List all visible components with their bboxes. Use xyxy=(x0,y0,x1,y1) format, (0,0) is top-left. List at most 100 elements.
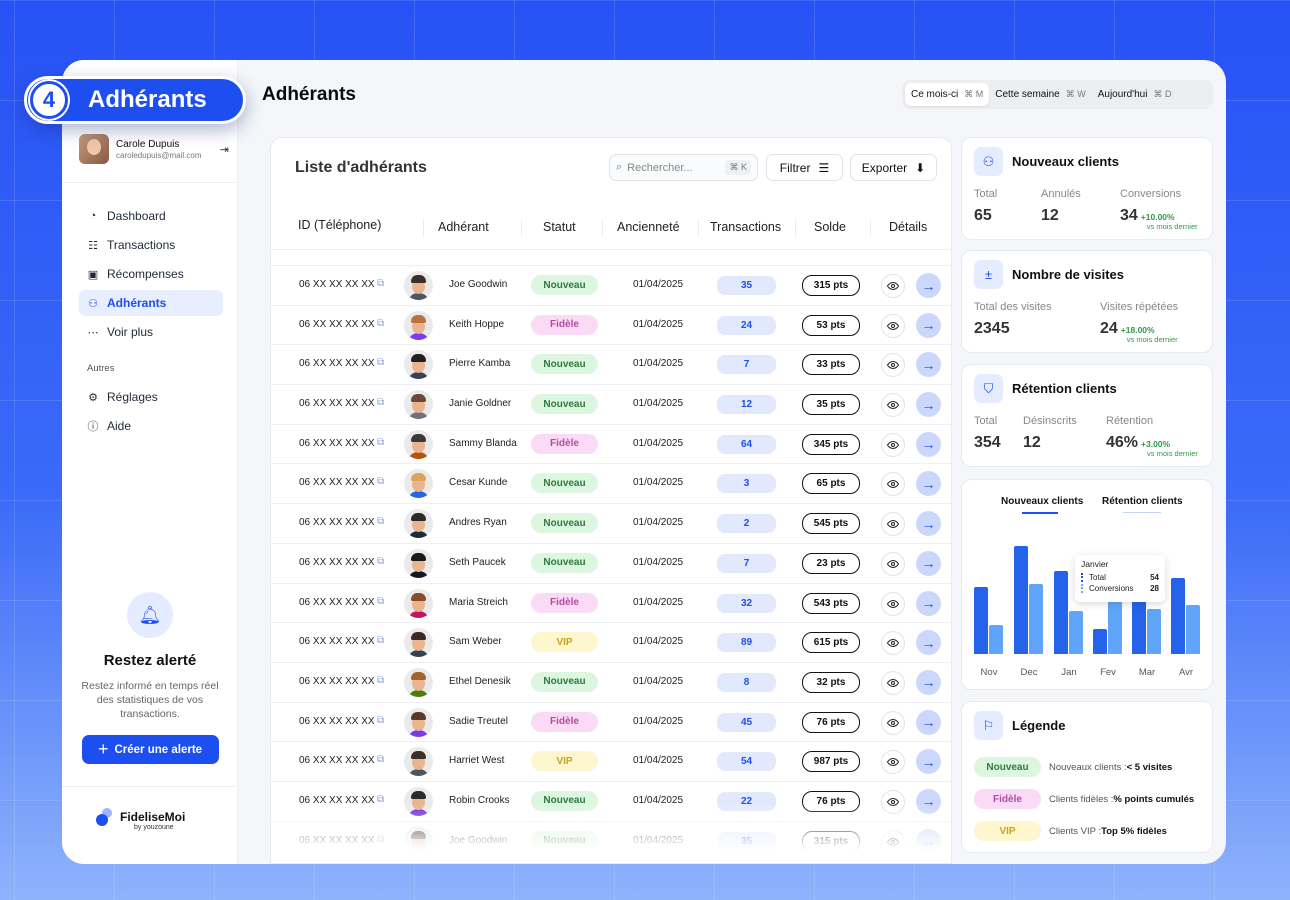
copy-icon[interactable]: ⧉ xyxy=(377,714,385,726)
table-row[interactable]: 06 XX XX XX XX ⧉ Ethel Denesik Nouveau 01/04… xyxy=(271,661,951,702)
view-eye-icon[interactable] xyxy=(881,432,905,457)
view-eye-icon[interactable] xyxy=(881,353,905,378)
copy-icon[interactable]: ⧉ xyxy=(377,674,385,686)
copy-icon[interactable]: ⧉ xyxy=(377,278,385,289)
arrow-right-icon[interactable]: → xyxy=(916,471,941,497)
sidebar-item-voir-plus[interactable]: ⋯ Voir plus xyxy=(79,319,223,345)
column-header[interactable]: Ancienneté xyxy=(617,220,680,234)
stat-delta: +10.00% vs mois dernier xyxy=(1141,213,1198,232)
sidebar-item-aide[interactable]: ⓘ Aide xyxy=(79,413,223,439)
view-eye-icon[interactable] xyxy=(881,631,905,656)
chart-bar[interactable] xyxy=(974,586,988,654)
arrow-right-icon[interactable]: → xyxy=(916,550,941,576)
view-eye-icon[interactable] xyxy=(881,750,905,775)
column-header[interactable]: ID (Téléphone) xyxy=(298,218,382,232)
x-tick-label: Nov xyxy=(980,667,998,678)
view-eye-icon[interactable] xyxy=(881,313,905,338)
table-row[interactable]: 06 XX XX XX XX ⧉ Sammy Blanda Fidèle 01/04/2… xyxy=(271,423,951,464)
range-today[interactable]: Aujourd'hui ⌘ D xyxy=(1092,83,1178,106)
table-row[interactable]: 06 XX XX XX XX ⧉ Maria Streich Fidèle 01/04/… xyxy=(271,582,951,623)
view-eye-icon[interactable] xyxy=(881,512,905,537)
logout-icon[interactable]: ⇥ xyxy=(219,143,229,156)
view-eye-icon[interactable] xyxy=(881,591,905,616)
create-alert-button[interactable]: + Créer une alerte xyxy=(81,735,219,764)
tab-retention-clients[interactable]: Rétention clients xyxy=(1102,496,1183,507)
user-profile[interactable]: Carole Dupuis caroledupuis@mail.com ⇥ xyxy=(79,134,229,164)
table-row[interactable]: 06 XX XX XX XX ⧉ Sadie Treutel Fidèle 01/04/… xyxy=(271,701,951,742)
view-eye-icon[interactable] xyxy=(881,670,905,695)
sidebar-item-reglages[interactable]: ⚙ Réglages xyxy=(79,384,223,410)
chart-bar[interactable] xyxy=(1108,596,1122,654)
column-header[interactable]: Solde xyxy=(814,220,846,234)
arrow-right-icon[interactable]: → xyxy=(916,273,941,298)
arrow-right-icon[interactable]: → xyxy=(916,352,941,378)
column-header[interactable]: Statut xyxy=(543,220,576,234)
column-header[interactable]: Transactions xyxy=(710,220,782,234)
view-eye-icon[interactable] xyxy=(881,393,905,418)
arrow-right-icon[interactable]: → xyxy=(916,431,941,457)
view-eye-icon[interactable] xyxy=(881,274,905,298)
column-header[interactable]: Adhérant xyxy=(438,220,489,234)
copy-icon[interactable]: ⧉ xyxy=(377,397,385,409)
chart-bar[interactable] xyxy=(989,625,1003,654)
chart-bar[interactable] xyxy=(1054,570,1068,654)
search-input[interactable]: ⌕ Rechercher... ⌘ K xyxy=(609,154,758,181)
copy-icon[interactable]: ⧉ xyxy=(377,793,385,805)
copy-icon[interactable]: ⧉ xyxy=(377,595,385,607)
stat-unsubscribed: Désinscrits 12 xyxy=(1023,415,1077,452)
tooltip-value: 28 xyxy=(1150,584,1159,593)
table-row[interactable]: 06 XX XX XX XX ⧉ Sam Weber VIP 01/04/2025 89 6… xyxy=(271,622,951,662)
copy-icon[interactable]: ⧉ xyxy=(377,635,385,647)
sidebar-item-transactions[interactable]: ☷ Transactions xyxy=(79,232,223,258)
chart-bar[interactable] xyxy=(1147,609,1161,654)
sidebar-item-adherants[interactable]: ⚇ Adhérants xyxy=(79,290,223,316)
balance-pill: 65 pts xyxy=(802,473,860,495)
arrow-right-icon[interactable]: → xyxy=(916,749,941,775)
range-this-month[interactable]: Ce mois-ci ⌘ M xyxy=(905,83,990,106)
table-row[interactable]: 06 XX XX XX XX ⧉ Keith Hoppe Fidèle 01/04/20… xyxy=(271,304,951,345)
view-eye-icon[interactable] xyxy=(881,472,905,497)
arrow-right-icon[interactable]: → xyxy=(916,392,941,418)
copy-icon[interactable]: ⧉ xyxy=(377,476,385,488)
chart-bar[interactable] xyxy=(1093,628,1107,654)
copy-icon[interactable]: ⧉ xyxy=(377,754,385,766)
table-row[interactable]: 06 XX XX XX XX ⧉ Cesar Kunde Nouveau 01/04/2… xyxy=(271,463,951,504)
arrow-right-icon[interactable]: → xyxy=(916,312,941,338)
chart-bar[interactable] xyxy=(1014,546,1028,654)
arrow-right-icon[interactable]: → xyxy=(916,511,941,537)
sidebar-item-dashboard[interactable]: ◔ Dashboard xyxy=(79,203,223,229)
column-header[interactable]: Détails xyxy=(889,220,928,234)
stat-value: 354 xyxy=(974,434,1001,451)
table-row[interactable]: 06 XX XX XX XX ⧉ Andres Ryan Nouveau 01/04/2… xyxy=(271,503,951,543)
copy-icon[interactable]: ⧉ xyxy=(377,317,385,329)
arrow-right-icon[interactable]: → xyxy=(916,669,941,695)
arrow-right-icon[interactable]: → xyxy=(916,630,941,656)
table-row[interactable]: 06 XX XX XX XX ⧉ Seth Paucek Nouveau 01/04/2… xyxy=(271,542,951,583)
table-row[interactable]: 06 XX XX XX XX ⧉ Pierre Kamba Nouveau 01/04/… xyxy=(271,344,951,385)
tab-nouveaux-clients[interactable]: Nouveaux clients xyxy=(1001,496,1084,507)
range-this-week[interactable]: Cette semaine ⌘ W xyxy=(989,83,1091,106)
table-row[interactable]: 06 XX XX XX XX⧉ Joe Goodwin Nouveau 01/04/2… xyxy=(271,265,951,305)
arrow-right-icon[interactable]: → xyxy=(916,709,941,735)
stat-value: 24 xyxy=(1100,320,1118,337)
copy-icon[interactable]: ⧉ xyxy=(377,436,385,448)
view-eye-icon[interactable] xyxy=(881,710,905,735)
arrow-right-icon[interactable]: → xyxy=(916,590,941,616)
table-row[interactable]: 06 XX XX XX XX ⧉ Janie Goldner Nouveau 01/04… xyxy=(271,384,951,424)
filter-button[interactable]: Filtrer ☰ xyxy=(766,154,843,181)
table-row[interactable]: 06 XX XX XX XX ⧉ Harriet West VIP 01/04/2025… xyxy=(271,741,951,781)
sidebar-item-recompenses[interactable]: ▣ Récompenses xyxy=(79,261,223,287)
chart-bar[interactable] xyxy=(1069,611,1083,654)
brand-name: FideliseMoi xyxy=(120,810,186,824)
legend-text: Clients fidèles : xyxy=(1049,793,1114,805)
copy-icon[interactable]: ⧉ xyxy=(377,357,385,369)
copy-icon[interactable]: ⧉ xyxy=(377,516,385,528)
date-range-selector: Ce mois-ci ⌘ M Cette semaine ⌘ W Aujourd… xyxy=(902,80,1213,109)
chart-bar[interactable] xyxy=(1171,577,1185,654)
step-badge: 4 Adhérants xyxy=(24,76,246,124)
chart-bar[interactable] xyxy=(1029,583,1043,654)
chart-bar[interactable] xyxy=(1186,605,1200,654)
view-eye-icon[interactable] xyxy=(881,551,905,576)
export-button[interactable]: Exporter ⬇ xyxy=(850,154,937,181)
copy-icon[interactable]: ⧉ xyxy=(377,555,385,567)
